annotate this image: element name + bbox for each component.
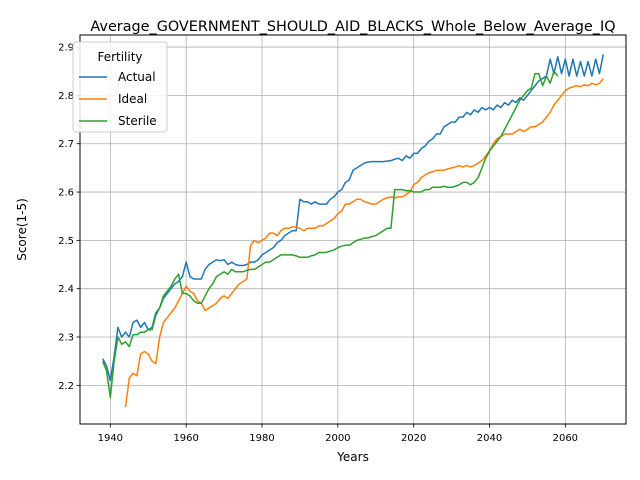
series-layer — [102, 54, 604, 408]
x-tick-label: 2060 — [553, 433, 578, 444]
x-tick-label: 1980 — [249, 433, 274, 444]
y-tick-label: 2.7 — [58, 139, 74, 150]
legend-label-actual: Actual — [118, 70, 156, 84]
x-tick-label: 2040 — [477, 433, 502, 444]
y-axis: 2.2 2.3 2.4 2.5 2.6 2.7 2.8 2.9 — [58, 43, 80, 392]
y-tick-label: 2.4 — [58, 284, 74, 295]
legend-label-sterile: Sterile — [118, 114, 157, 128]
y-tick-label: 2.3 — [58, 333, 74, 344]
chart-title: Average_GOVERNMENT_SHOULD_AID_BLACKS_Who… — [90, 19, 615, 35]
x-axis: 1940 1960 1980 2000 2020 2040 2060 — [98, 424, 578, 444]
legend-title: Fertility — [97, 50, 142, 64]
plot-frame — [79, 34, 627, 425]
x-axis-label: Years — [336, 450, 369, 464]
x-tick-label: 2020 — [401, 433, 426, 444]
legend: Fertility Actual Ideal Sterile — [72, 41, 168, 133]
y-tick-label: 2.8 — [58, 91, 74, 102]
y-axis-label: Score(1-5) — [15, 198, 29, 261]
grid — [80, 35, 626, 424]
series-line-actual — [102, 54, 604, 382]
y-tick-label: 2.2 — [58, 381, 74, 392]
x-tick-label: 2000 — [325, 433, 350, 444]
legend-box — [72, 41, 168, 133]
legend-label-ideal: Ideal — [118, 92, 147, 106]
y-tick-label: 2.6 — [58, 188, 74, 199]
plot-area — [80, 35, 626, 424]
y-tick-label: 2.9 — [58, 43, 74, 54]
legend-entries: Actual Ideal Sterile — [79, 70, 157, 128]
series-line-ideal — [124, 78, 604, 408]
y-tick-label: 2.5 — [58, 236, 74, 247]
x-tick-label: 1960 — [173, 433, 198, 444]
series-line-sterile — [102, 70, 559, 399]
x-tick-label: 1940 — [98, 433, 123, 444]
